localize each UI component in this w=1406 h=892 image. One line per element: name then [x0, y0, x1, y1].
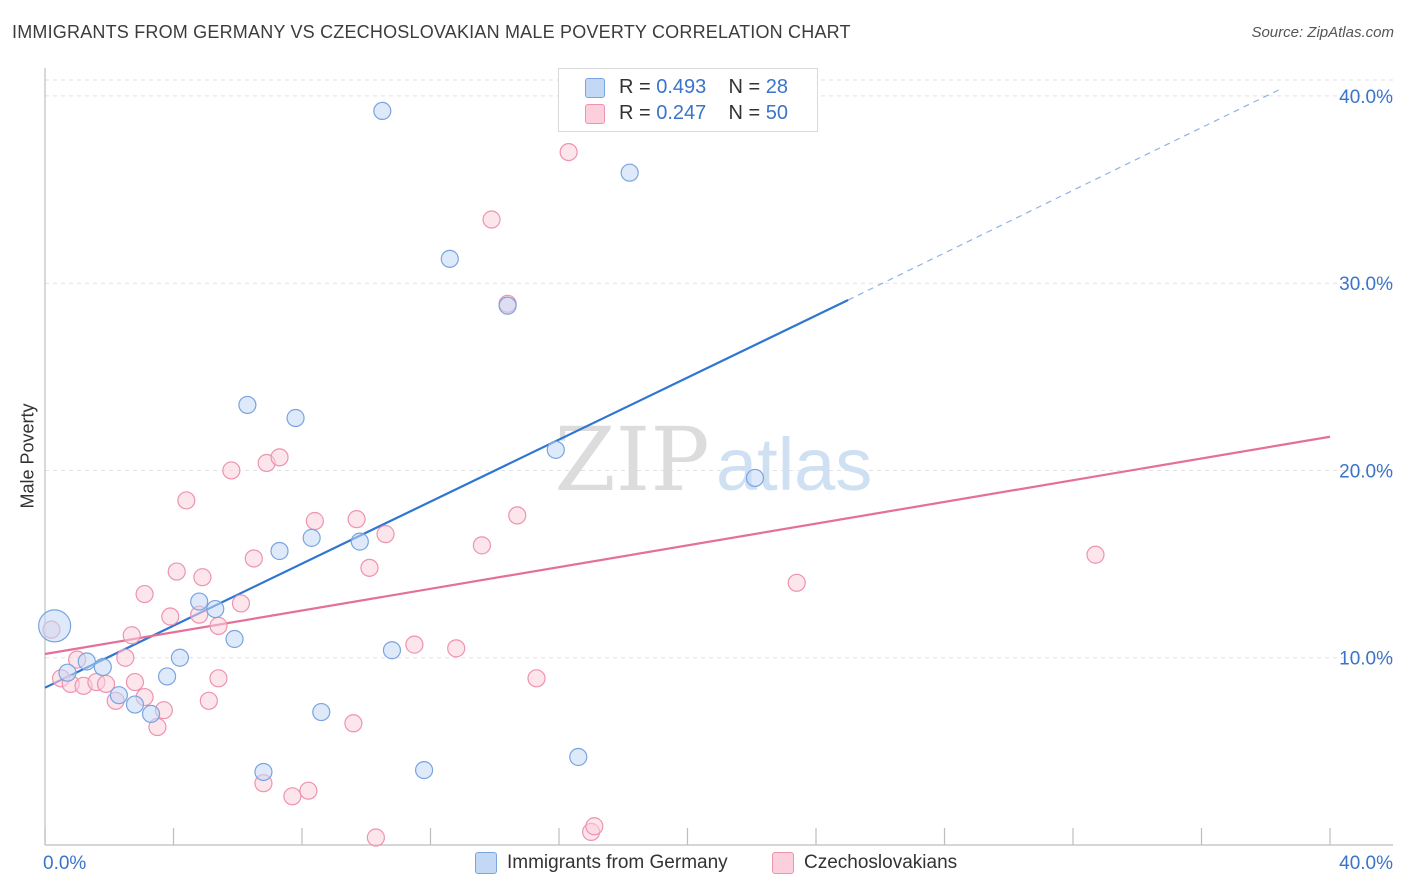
- trend-lines: [44, 87, 1331, 689]
- czechoslovakian-point: [125, 672, 145, 692]
- germany-point: [270, 541, 289, 561]
- axes: [44, 68, 1393, 846]
- data-points: [38, 101, 1105, 847]
- germany-point: [414, 760, 434, 780]
- germany-point: [254, 762, 273, 782]
- czechoslovakian-point: [1086, 545, 1105, 564]
- germany-trend-extension: [847, 87, 1283, 301]
- czechoslovakian-point: [122, 626, 141, 645]
- germany-point: [190, 592, 209, 611]
- legend-r-label: R =: [619, 102, 657, 124]
- czechoslovakian-point: [193, 568, 212, 587]
- czechoslovakian-point: [482, 210, 501, 229]
- germany-point: [58, 663, 77, 682]
- legend-n-label: N =: [728, 76, 766, 98]
- germany-point: [225, 629, 244, 649]
- czechoslovakian-point: [376, 525, 395, 544]
- czechoslovakian-point: [231, 594, 251, 613]
- legend-r-value: 0.247: [656, 102, 707, 124]
- y-axis-title: Male Poverty: [17, 403, 38, 509]
- germany-point: [141, 704, 161, 724]
- czechoslovakian-point: [244, 549, 263, 568]
- czechoslovakian-point: [209, 669, 228, 688]
- germany-point: [77, 652, 96, 671]
- correlation-legend: R = 0.493 N = 28 R = 0.247 N = 50: [558, 68, 818, 132]
- y-tick-label: 40.0%: [1339, 87, 1393, 108]
- czechoslovakian-point: [447, 639, 466, 658]
- czechoslovakian-point: [299, 781, 318, 800]
- germany-point: [620, 163, 639, 182]
- y-tick-label: 10.0%: [1339, 649, 1393, 670]
- x-tick-label: 40.0%: [1339, 853, 1393, 874]
- x-tick-label: 0.0%: [43, 853, 86, 874]
- legend-r-value: 0.493: [656, 76, 707, 98]
- germany-point: [38, 609, 72, 643]
- czechoslovakian-point: [161, 607, 180, 626]
- legend-n-value: 28: [765, 76, 789, 98]
- watermark-zip: ZIP: [554, 408, 709, 511]
- czechoslovakian-point: [199, 691, 218, 710]
- czechoslovakian-point: [559, 142, 578, 162]
- legend-n-value: 50: [765, 102, 789, 124]
- germany-point: [170, 648, 190, 667]
- germany-point: [569, 747, 588, 767]
- germany-point: [745, 468, 765, 488]
- chart-source: Source: ZipAtlas.com: [1251, 24, 1394, 41]
- czechoslovakian-trend-line: [44, 435, 1331, 656]
- chart-title: IMMIGRANTS FROM GERMANY VS CZECHOSLOVAKI…: [12, 22, 851, 42]
- watermark: ZIP atlas: [554, 408, 872, 511]
- germany-point: [312, 702, 331, 722]
- germany-point: [382, 641, 402, 660]
- germany-point: [546, 440, 565, 459]
- czechoslovakian-point: [222, 461, 241, 480]
- czechoslovakian-point: [527, 669, 546, 688]
- germany-trend-line: [44, 299, 849, 689]
- legend-swatch-blue: [585, 78, 605, 98]
- bottom-legend-label: Czechoslovakians: [804, 852, 958, 873]
- czechoslovakian-point: [209, 616, 228, 635]
- czechoslovakian-point: [585, 817, 604, 836]
- czechoslovakian-point: [366, 828, 385, 847]
- watermark-atlas: atlas: [716, 423, 872, 506]
- germany-point: [286, 408, 305, 428]
- czechoslovakian-point: [508, 506, 527, 525]
- gridlines: [45, 79, 1393, 659]
- germany-point: [93, 657, 112, 677]
- czechoslovakian-point: [360, 558, 379, 577]
- germany-point: [206, 599, 225, 619]
- czechoslovakian-point: [405, 635, 424, 654]
- czechoslovakian-point: [167, 562, 186, 581]
- czechoslovakian-point: [116, 648, 135, 667]
- germany-point: [157, 667, 177, 686]
- y-tick-label: 20.0%: [1339, 461, 1393, 482]
- czechoslovakian-point: [135, 584, 154, 604]
- germany-point: [125, 695, 145, 714]
- germany-point: [302, 528, 321, 547]
- germany-point: [238, 395, 257, 415]
- germany-point: [109, 686, 128, 705]
- tick-labels: 10.0% 20.0% 30.0% 40.0% 0.0% 40.0%: [43, 87, 1393, 874]
- germany-point: [350, 532, 369, 551]
- czechoslovakian-point: [347, 510, 366, 529]
- czechoslovakian-point: [344, 714, 363, 733]
- bottom-legend-swatch-blue: [475, 852, 497, 874]
- germany-point: [498, 296, 517, 315]
- czechoslovakian-point: [472, 536, 491, 555]
- germany-point: [373, 101, 392, 120]
- y-tick-label: 30.0%: [1339, 274, 1393, 295]
- bottom-legend-label: Immigrants from Germany: [507, 852, 728, 873]
- czechoslovakian-point: [787, 573, 806, 592]
- legend-r-label: R =: [619, 76, 657, 98]
- legend-n-label: N =: [728, 102, 766, 124]
- germany-point: [440, 249, 459, 268]
- bottom-legend-swatch-pink: [772, 852, 794, 874]
- czechoslovakian-point: [177, 491, 196, 510]
- czechoslovakian-point: [270, 448, 289, 467]
- czechoslovakian-point: [283, 787, 302, 806]
- legend-swatch-pink: [585, 104, 605, 124]
- czechoslovakian-point: [305, 511, 324, 531]
